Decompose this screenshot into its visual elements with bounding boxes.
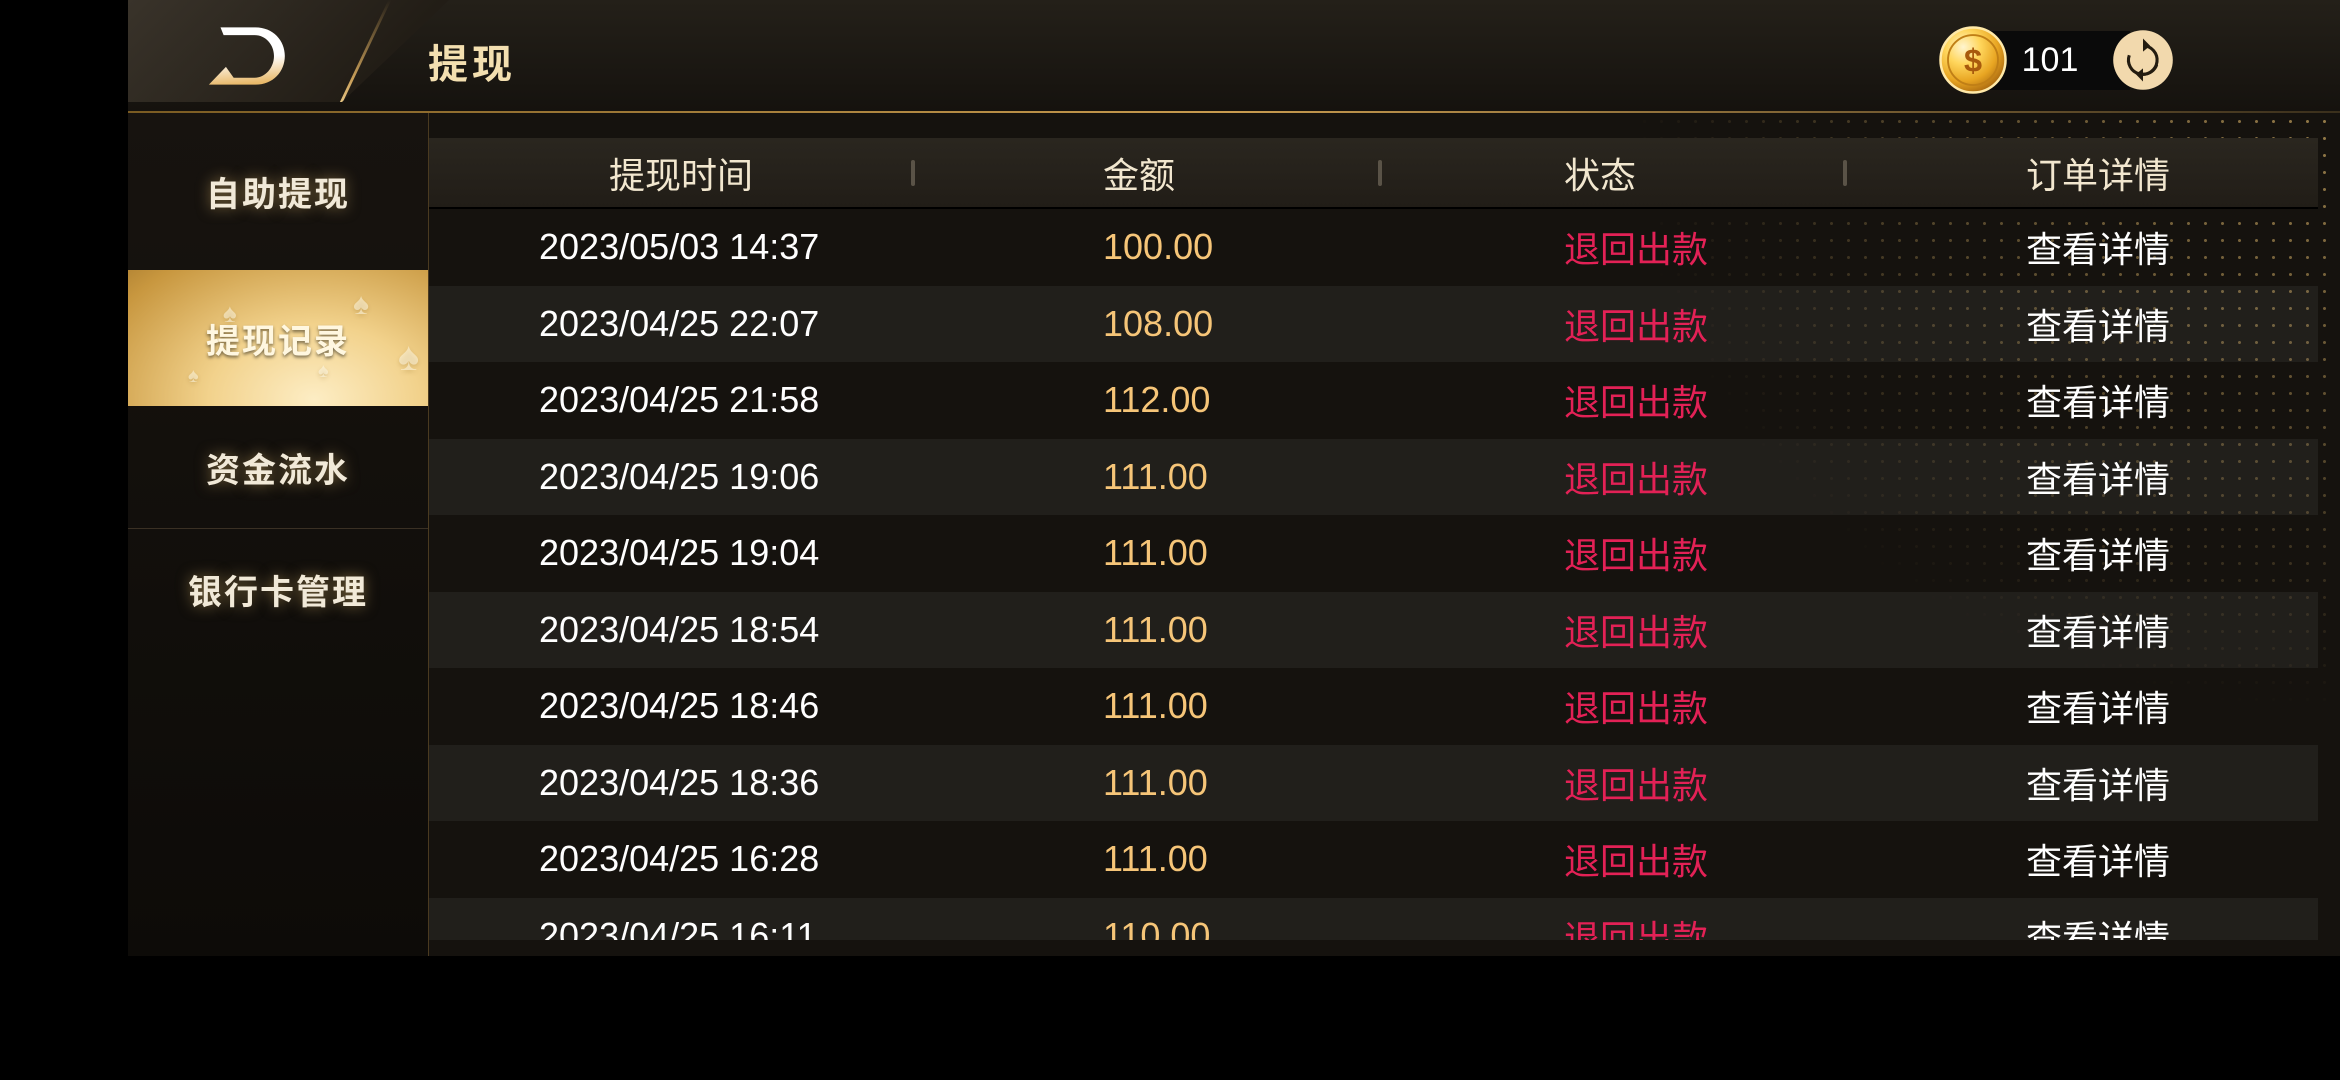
svg-text:$: $ — [1964, 42, 1982, 78]
